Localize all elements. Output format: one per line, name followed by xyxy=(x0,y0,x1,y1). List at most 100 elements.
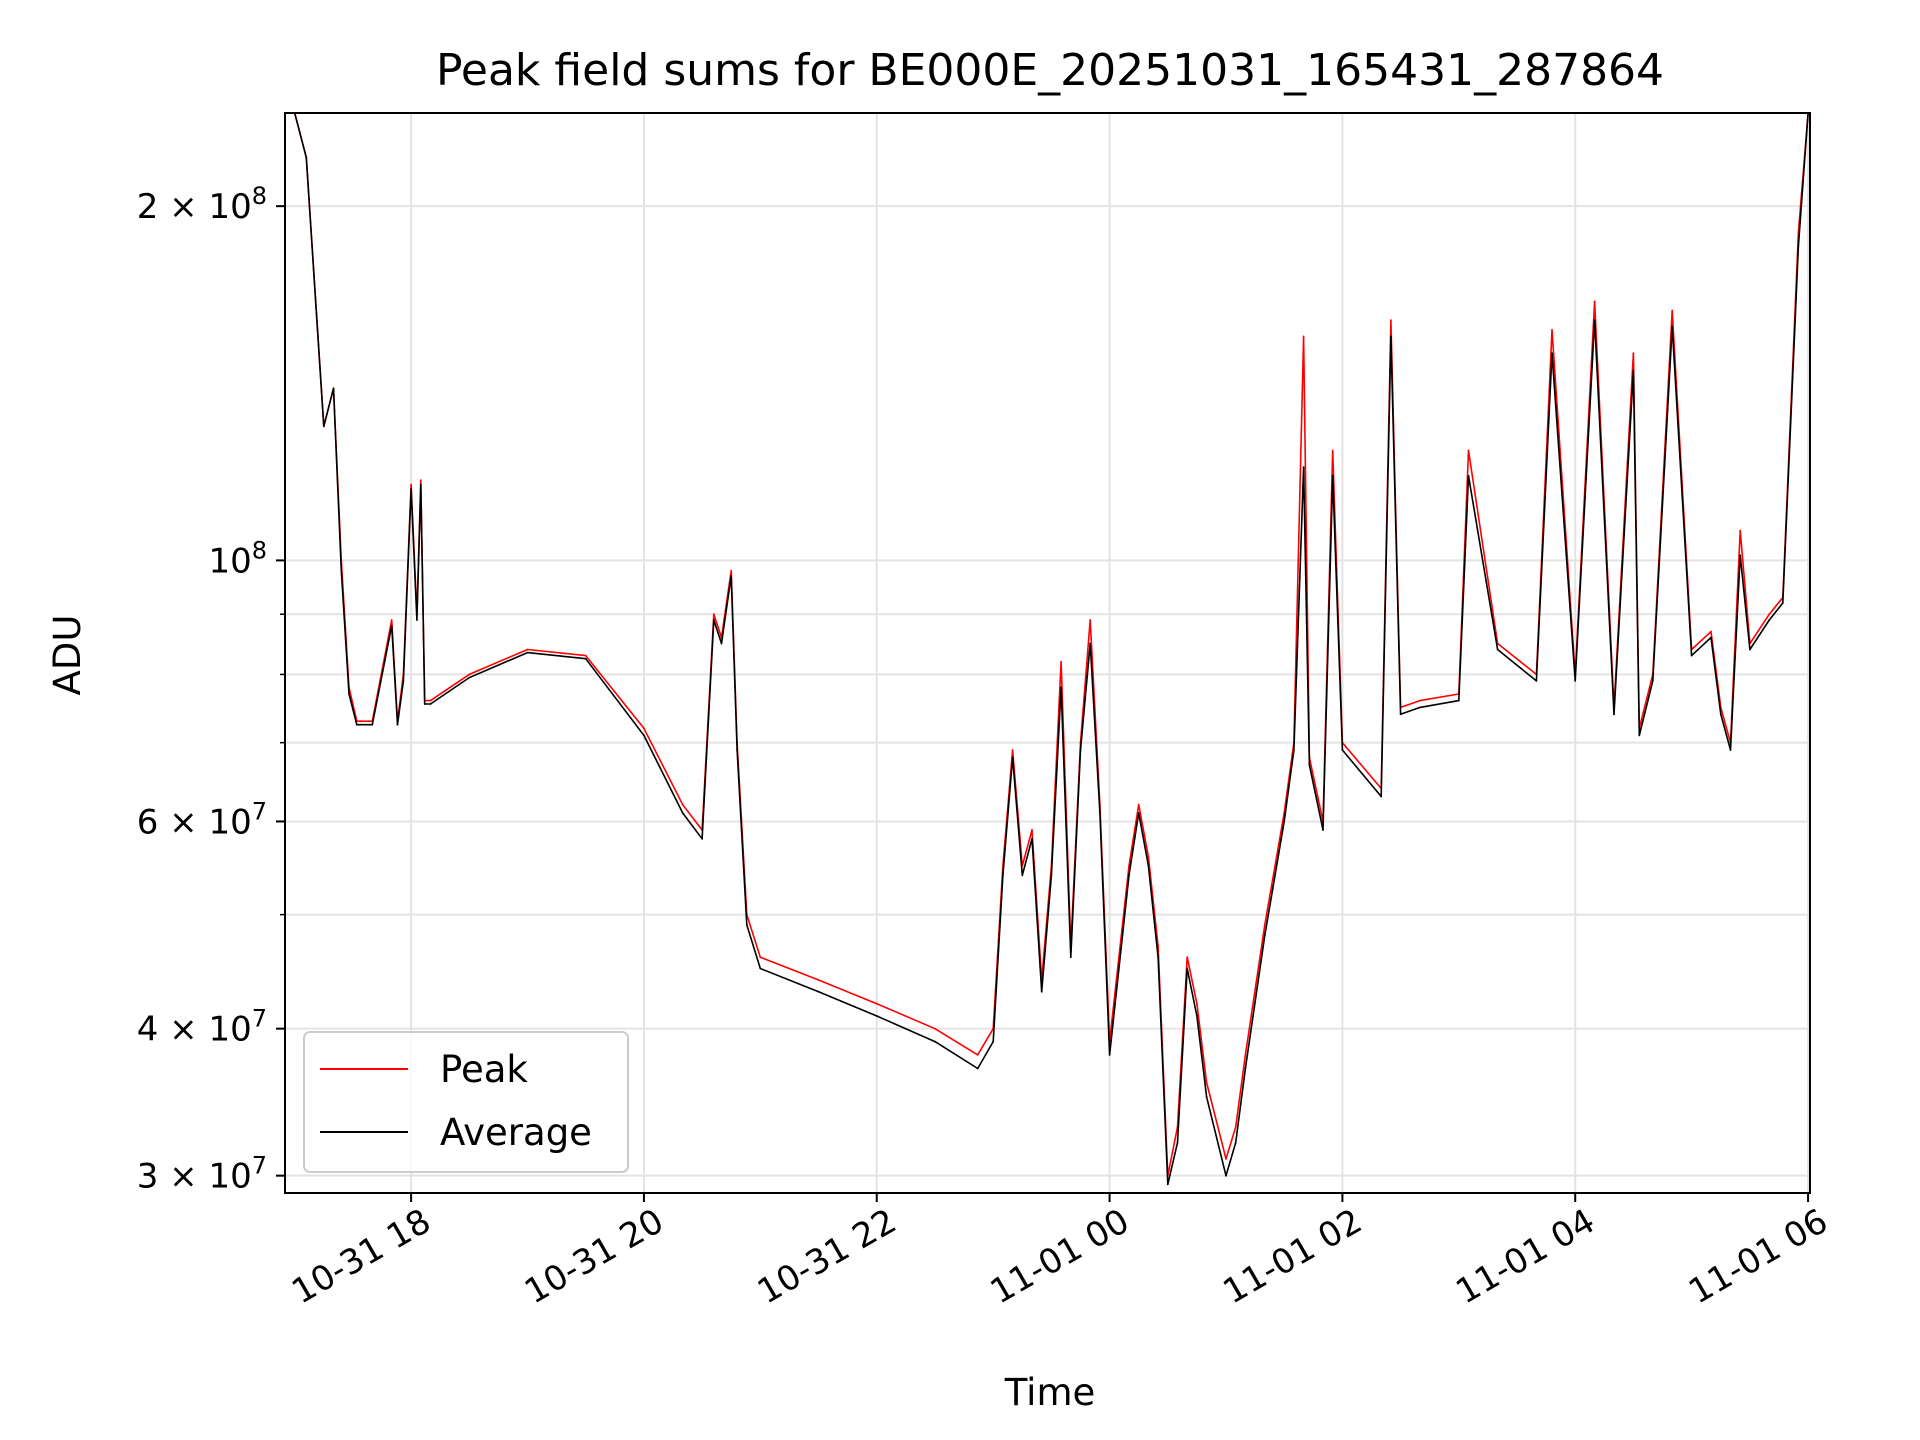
data-point-average xyxy=(1739,554,1742,557)
data-point-average xyxy=(1002,874,1004,877)
data-point-peak xyxy=(1244,1054,1247,1056)
data-point-average xyxy=(1283,820,1286,823)
y-tick-label-exponent: 8 xyxy=(252,182,267,210)
data-point-average xyxy=(1040,990,1043,993)
data-point-peak xyxy=(875,1002,878,1005)
data-point-average xyxy=(1225,1174,1227,1177)
data-point-average xyxy=(396,723,399,726)
data-point-average xyxy=(1196,1015,1198,1017)
data-point-average xyxy=(1467,474,1470,477)
data-point-average xyxy=(402,680,405,682)
data-point-peak xyxy=(1467,449,1470,452)
data-point-average xyxy=(332,387,335,390)
data-point-average xyxy=(1322,829,1324,831)
data-point-average xyxy=(1710,636,1712,639)
data-point-average xyxy=(526,651,529,654)
series-layer xyxy=(293,113,1809,1186)
data-point-peak xyxy=(1186,956,1189,959)
x-axis-label: Time xyxy=(1004,1371,1096,1414)
data-point-peak xyxy=(1089,619,1092,621)
data-point-peak xyxy=(1137,803,1140,806)
data-point-average xyxy=(681,812,684,814)
data-point-average xyxy=(1302,466,1305,469)
legend: Peak Average xyxy=(303,1031,629,1173)
data-point-average xyxy=(1671,325,1674,328)
data-point-average xyxy=(322,425,325,428)
data-point-average xyxy=(875,1015,878,1017)
data-point-average xyxy=(355,723,358,726)
data-point-average xyxy=(1263,934,1266,937)
data-point-average xyxy=(1166,1183,1169,1186)
data-point-peak xyxy=(759,956,762,959)
data-point-peak xyxy=(429,699,432,702)
data-point-average xyxy=(1128,874,1130,877)
data-point-average xyxy=(1781,602,1784,604)
data-point-average xyxy=(1060,686,1062,689)
data-point-average xyxy=(1797,245,1800,247)
data-point-average xyxy=(348,693,350,695)
data-point-average xyxy=(1099,812,1101,814)
data-point-average xyxy=(468,676,471,679)
data-point-average xyxy=(1031,837,1033,840)
data-point-peak xyxy=(817,979,820,981)
data-point-average xyxy=(1593,319,1596,322)
data-point-average xyxy=(1551,352,1553,355)
y-tick-label: 108 xyxy=(208,536,267,581)
data-point-peak xyxy=(1263,924,1266,926)
data-point-peak xyxy=(1593,300,1596,303)
data-point-peak xyxy=(976,1054,979,1056)
y-tick-label-base: 3 × 10 xyxy=(137,1157,252,1197)
data-point-average xyxy=(1176,1141,1179,1144)
plot-area-frame xyxy=(284,112,1811,1194)
data-point-peak xyxy=(1710,630,1712,633)
y-tick-label-exponent: 7 xyxy=(252,797,267,825)
data-point-peak xyxy=(1739,529,1742,532)
data-point-peak xyxy=(1225,1158,1227,1160)
data-point-peak xyxy=(1390,319,1392,322)
data-point-average xyxy=(359,723,362,726)
data-point-peak xyxy=(681,803,684,806)
data-point-average xyxy=(410,488,412,490)
data-point-average xyxy=(1651,680,1654,682)
chart-title: Peak field sums for BE000E_20251031_1654… xyxy=(436,45,1664,96)
data-point-average xyxy=(390,624,393,627)
data-point-average xyxy=(1690,654,1693,657)
data-point-average xyxy=(817,990,820,993)
series-line-peak xyxy=(293,113,1809,1177)
y-tick-label: 2 × 108 xyxy=(137,182,267,227)
y-tick-label-base: 6 × 10 xyxy=(137,802,252,842)
y-tick-label-exponent: 7 xyxy=(252,1152,267,1180)
data-point-average xyxy=(736,749,738,751)
data-point-peak xyxy=(643,727,645,730)
data-point-average xyxy=(1147,865,1150,867)
data-point-average xyxy=(1157,956,1159,959)
data-point-average xyxy=(745,924,748,926)
data-point-peak xyxy=(419,479,422,482)
data-point-average xyxy=(643,734,645,737)
data-point-average xyxy=(992,1040,995,1043)
data-point-average xyxy=(1050,874,1053,877)
data-point-average xyxy=(1535,680,1538,682)
data-point-average xyxy=(1205,1096,1208,1098)
data-point-peak xyxy=(468,673,471,676)
data-point-average xyxy=(1137,812,1140,814)
data-point-peak xyxy=(1196,1002,1198,1005)
legend-label-average: Average xyxy=(440,1111,592,1154)
data-point-average xyxy=(305,156,308,159)
data-point-average xyxy=(1496,648,1499,651)
data-point-average xyxy=(584,657,587,660)
data-point-peak xyxy=(1128,865,1130,867)
data-point-peak xyxy=(934,1027,936,1030)
data-point-average xyxy=(712,619,715,621)
data-point-average xyxy=(1011,756,1014,759)
data-point-peak xyxy=(359,720,362,723)
data-point-peak xyxy=(1419,699,1421,702)
y-tick-label-exponent: 8 xyxy=(252,536,267,564)
data-point-average xyxy=(1331,474,1334,477)
data-point-peak xyxy=(1205,1081,1208,1084)
data-point-average xyxy=(1729,749,1732,751)
legend-box xyxy=(303,1031,629,1173)
